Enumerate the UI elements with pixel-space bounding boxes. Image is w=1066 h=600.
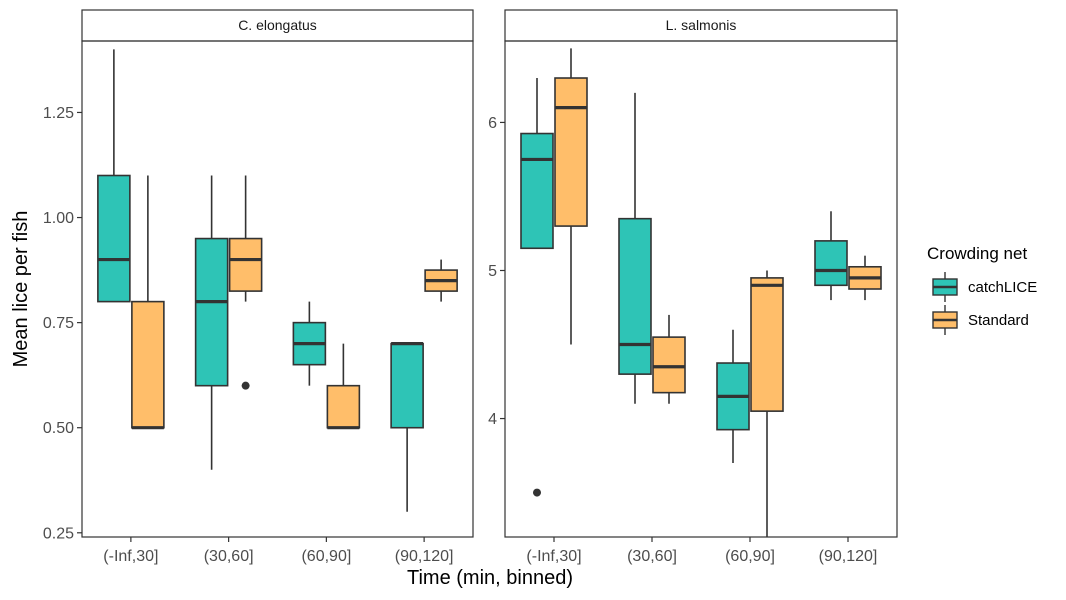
box-body — [520, 132, 554, 250]
series-catchlice — [97, 49, 424, 512]
x-tick-label: (30,60] — [204, 548, 254, 565]
box-standard-30-60 — [652, 314, 686, 404]
box-standard-inf-30 — [554, 48, 588, 345]
box-body — [750, 277, 784, 412]
x-tick-label: (60,90] — [725, 548, 775, 565]
y-tick-label: 6 — [488, 115, 497, 132]
box-standard-90-120 — [424, 259, 458, 302]
box-catchlice-inf-30 — [520, 78, 554, 497]
box-standard-60-90 — [326, 343, 361, 430]
y-tick-label: 1.25 — [43, 105, 74, 122]
legend-item-standard: Standard — [932, 305, 1029, 335]
box-body — [131, 300, 165, 429]
box-body — [194, 237, 229, 387]
y-axis-title: Mean lice per fish — [10, 211, 32, 368]
y-tick-label: 0.75 — [43, 315, 74, 332]
y-tick-label: 4 — [488, 411, 497, 428]
x-tick-label: (-Inf,30] — [103, 548, 158, 565]
box-standard-30-60 — [228, 175, 263, 390]
x-tick-label: (90,120] — [819, 548, 878, 565]
series-standard — [131, 175, 458, 430]
box-body — [326, 384, 361, 429]
facet-strip — [504, 9, 898, 42]
series-catchlice — [520, 78, 848, 497]
box-standard-90-120 — [848, 255, 882, 301]
y-tick-label: 0.50 — [43, 420, 74, 437]
x-tick-label: (-Inf,30] — [526, 548, 581, 565]
box-standard-60-90 — [750, 270, 784, 537]
box-catchlice-60-90 — [292, 301, 327, 386]
outlier-point — [533, 488, 541, 497]
box-body — [97, 174, 131, 303]
box-catchlice-90-120 — [390, 342, 424, 512]
box-body — [652, 336, 686, 394]
y-tick-label: 0.25 — [43, 525, 74, 542]
facet-c-elongatus: C. elongatus 0.25 0.50 0.75 1.00 1.25 (-Inf,30… — [43, 9, 474, 565]
box-catchlice-30-60 — [194, 175, 229, 470]
x-tick-label: (90,120] — [395, 548, 454, 565]
legend-item-catchlice: catchLICE — [932, 272, 1037, 302]
x-tick-label: (60,90] — [301, 548, 351, 565]
box-body — [554, 77, 588, 227]
y-tick-label: 5 — [488, 263, 497, 280]
box-standard-inf-30 — [131, 175, 165, 430]
y-tick-label: 1.00 — [43, 210, 74, 227]
facet-strip — [81, 9, 474, 42]
outlier-point — [241, 381, 250, 390]
legend-label: Standard — [968, 312, 1029, 329]
box-body — [618, 217, 652, 375]
legend-title: Crowding net — [927, 244, 1027, 263]
facet-l-salmonis: L. salmonis 4 5 6 (-Inf,30] (30,60] (60,90] (90… — [488, 9, 898, 565]
box-catchlice-90-120 — [814, 211, 848, 301]
legend: Crowding net catchLICE Standard — [927, 244, 1037, 335]
box-body — [814, 240, 848, 287]
box-catchlice-30-60 — [618, 92, 652, 404]
panel-border — [81, 40, 474, 538]
x-axis-title: Time (min, binned) — [407, 567, 573, 589]
box-catchlice-inf-30 — [97, 49, 131, 303]
box-body — [228, 237, 263, 292]
facet-strip-label: L. salmonis — [666, 17, 737, 33]
panel-border — [504, 40, 898, 538]
box-catchlice-60-90 — [716, 329, 750, 463]
legend-label: catchLICE — [968, 279, 1037, 296]
box-body — [390, 342, 424, 429]
x-tick-label: (30,60] — [627, 548, 677, 565]
series-standard — [554, 48, 882, 537]
facet-strip-label: C. elongatus — [238, 17, 317, 33]
